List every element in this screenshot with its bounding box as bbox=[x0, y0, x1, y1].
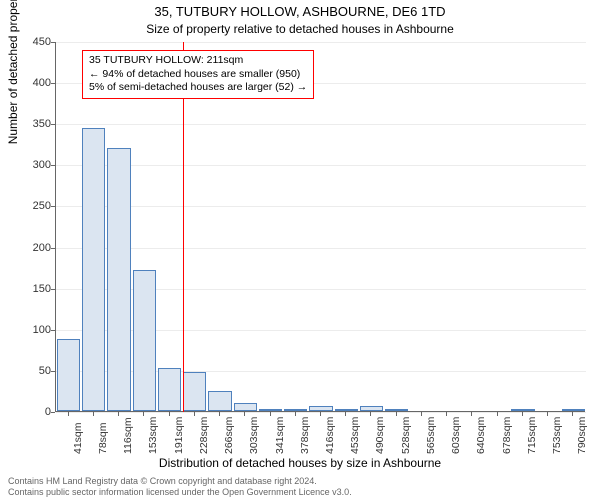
y-tick-mark bbox=[51, 83, 55, 84]
histogram-bar bbox=[234, 403, 257, 411]
x-tick-mark bbox=[194, 412, 195, 416]
y-tick-mark bbox=[51, 289, 55, 290]
histogram-bar bbox=[183, 372, 206, 411]
y-tick-label: 300 bbox=[11, 159, 51, 171]
x-tick-mark bbox=[547, 412, 548, 416]
y-tick-label: 250 bbox=[11, 200, 51, 212]
x-tick-label: 715sqm bbox=[526, 417, 538, 454]
x-tick-mark bbox=[219, 412, 220, 416]
y-tick-label: 100 bbox=[11, 324, 51, 336]
histogram-bar bbox=[133, 270, 156, 411]
histogram-bar bbox=[208, 391, 231, 411]
x-tick-mark bbox=[345, 412, 346, 416]
gridline bbox=[56, 42, 586, 43]
histogram-bar bbox=[284, 409, 307, 411]
x-tick-label: 378sqm bbox=[299, 417, 311, 454]
x-tick-mark bbox=[270, 412, 271, 416]
y-tick-label: 450 bbox=[11, 36, 51, 48]
annotation-box: 35 TUTBURY HOLLOW: 211sqm← 94% of detach… bbox=[82, 50, 314, 99]
y-tick-mark bbox=[51, 371, 55, 372]
gridline bbox=[56, 206, 586, 207]
x-tick-mark bbox=[93, 412, 94, 416]
y-tick-label: 0 bbox=[11, 406, 51, 418]
x-tick-label: 678sqm bbox=[501, 417, 513, 454]
histogram-bar bbox=[309, 406, 332, 411]
x-tick-mark bbox=[396, 412, 397, 416]
chart-subtitle: Size of property relative to detached ho… bbox=[0, 22, 600, 36]
y-tick-mark bbox=[51, 330, 55, 331]
footer-line2: Contains public sector information licen… bbox=[8, 487, 352, 498]
y-tick-mark bbox=[51, 42, 55, 43]
histogram-bar bbox=[57, 339, 80, 411]
x-tick-label: 453sqm bbox=[349, 417, 361, 454]
x-tick-label: 116sqm bbox=[122, 417, 134, 454]
y-tick-label: 350 bbox=[11, 118, 51, 130]
histogram-bar bbox=[360, 406, 383, 411]
histogram-bar bbox=[259, 409, 282, 411]
histogram-bar bbox=[82, 128, 105, 411]
x-tick-mark bbox=[421, 412, 422, 416]
x-tick-mark bbox=[118, 412, 119, 416]
x-tick-mark bbox=[497, 412, 498, 416]
x-tick-label: 78sqm bbox=[97, 422, 109, 454]
x-tick-mark bbox=[370, 412, 371, 416]
y-tick-label: 150 bbox=[11, 283, 51, 295]
x-tick-mark bbox=[522, 412, 523, 416]
histogram-bar bbox=[335, 409, 358, 411]
y-tick-mark bbox=[51, 206, 55, 207]
gridline bbox=[56, 124, 586, 125]
chart-container: 35, TUTBURY HOLLOW, ASHBOURNE, DE6 1TD S… bbox=[0, 0, 600, 500]
x-tick-mark bbox=[471, 412, 472, 416]
y-tick-label: 200 bbox=[11, 242, 51, 254]
x-tick-mark bbox=[446, 412, 447, 416]
x-tick-label: 303sqm bbox=[248, 417, 260, 454]
chart-title: 35, TUTBURY HOLLOW, ASHBOURNE, DE6 1TD bbox=[0, 4, 600, 19]
histogram-bar bbox=[107, 148, 130, 411]
histogram-bar bbox=[385, 409, 408, 411]
gridline bbox=[56, 248, 586, 249]
x-tick-label: 41sqm bbox=[72, 422, 84, 454]
x-tick-label: 416sqm bbox=[324, 417, 336, 454]
y-tick-label: 50 bbox=[11, 365, 51, 377]
footer-line1: Contains HM Land Registry data © Crown c… bbox=[8, 476, 352, 487]
x-tick-mark bbox=[320, 412, 321, 416]
x-tick-label: 790sqm bbox=[576, 417, 588, 454]
x-tick-label: 565sqm bbox=[425, 417, 437, 454]
histogram-bar bbox=[562, 409, 585, 411]
x-tick-mark bbox=[572, 412, 573, 416]
footer-attribution: Contains HM Land Registry data © Crown c… bbox=[8, 476, 352, 498]
x-tick-mark bbox=[244, 412, 245, 416]
y-tick-mark bbox=[51, 165, 55, 166]
x-tick-label: 603sqm bbox=[450, 417, 462, 454]
x-tick-mark bbox=[169, 412, 170, 416]
gridline bbox=[56, 412, 586, 413]
y-tick-mark bbox=[51, 248, 55, 249]
gridline bbox=[56, 165, 586, 166]
annotation-line3: 5% of semi-detached houses are larger (5… bbox=[89, 81, 307, 95]
x-tick-label: 228sqm bbox=[198, 417, 210, 454]
x-tick-mark bbox=[143, 412, 144, 416]
x-tick-label: 191sqm bbox=[173, 417, 185, 454]
y-tick-mark bbox=[51, 412, 55, 413]
y-tick-mark bbox=[51, 124, 55, 125]
x-tick-label: 753sqm bbox=[551, 417, 563, 454]
x-tick-label: 153sqm bbox=[147, 417, 159, 454]
annotation-line2: ← 94% of detached houses are smaller (95… bbox=[89, 68, 307, 82]
x-tick-mark bbox=[295, 412, 296, 416]
x-tick-label: 490sqm bbox=[374, 417, 386, 454]
x-tick-label: 266sqm bbox=[223, 417, 235, 454]
histogram-bar bbox=[158, 368, 181, 411]
annotation-line1: 35 TUTBURY HOLLOW: 211sqm bbox=[89, 54, 307, 68]
histogram-bar bbox=[511, 409, 534, 411]
x-tick-label: 341sqm bbox=[274, 417, 286, 454]
x-tick-label: 640sqm bbox=[475, 417, 487, 454]
x-axis-label: Distribution of detached houses by size … bbox=[0, 456, 600, 470]
x-tick-mark bbox=[68, 412, 69, 416]
y-tick-label: 400 bbox=[11, 77, 51, 89]
x-tick-label: 528sqm bbox=[400, 417, 412, 454]
